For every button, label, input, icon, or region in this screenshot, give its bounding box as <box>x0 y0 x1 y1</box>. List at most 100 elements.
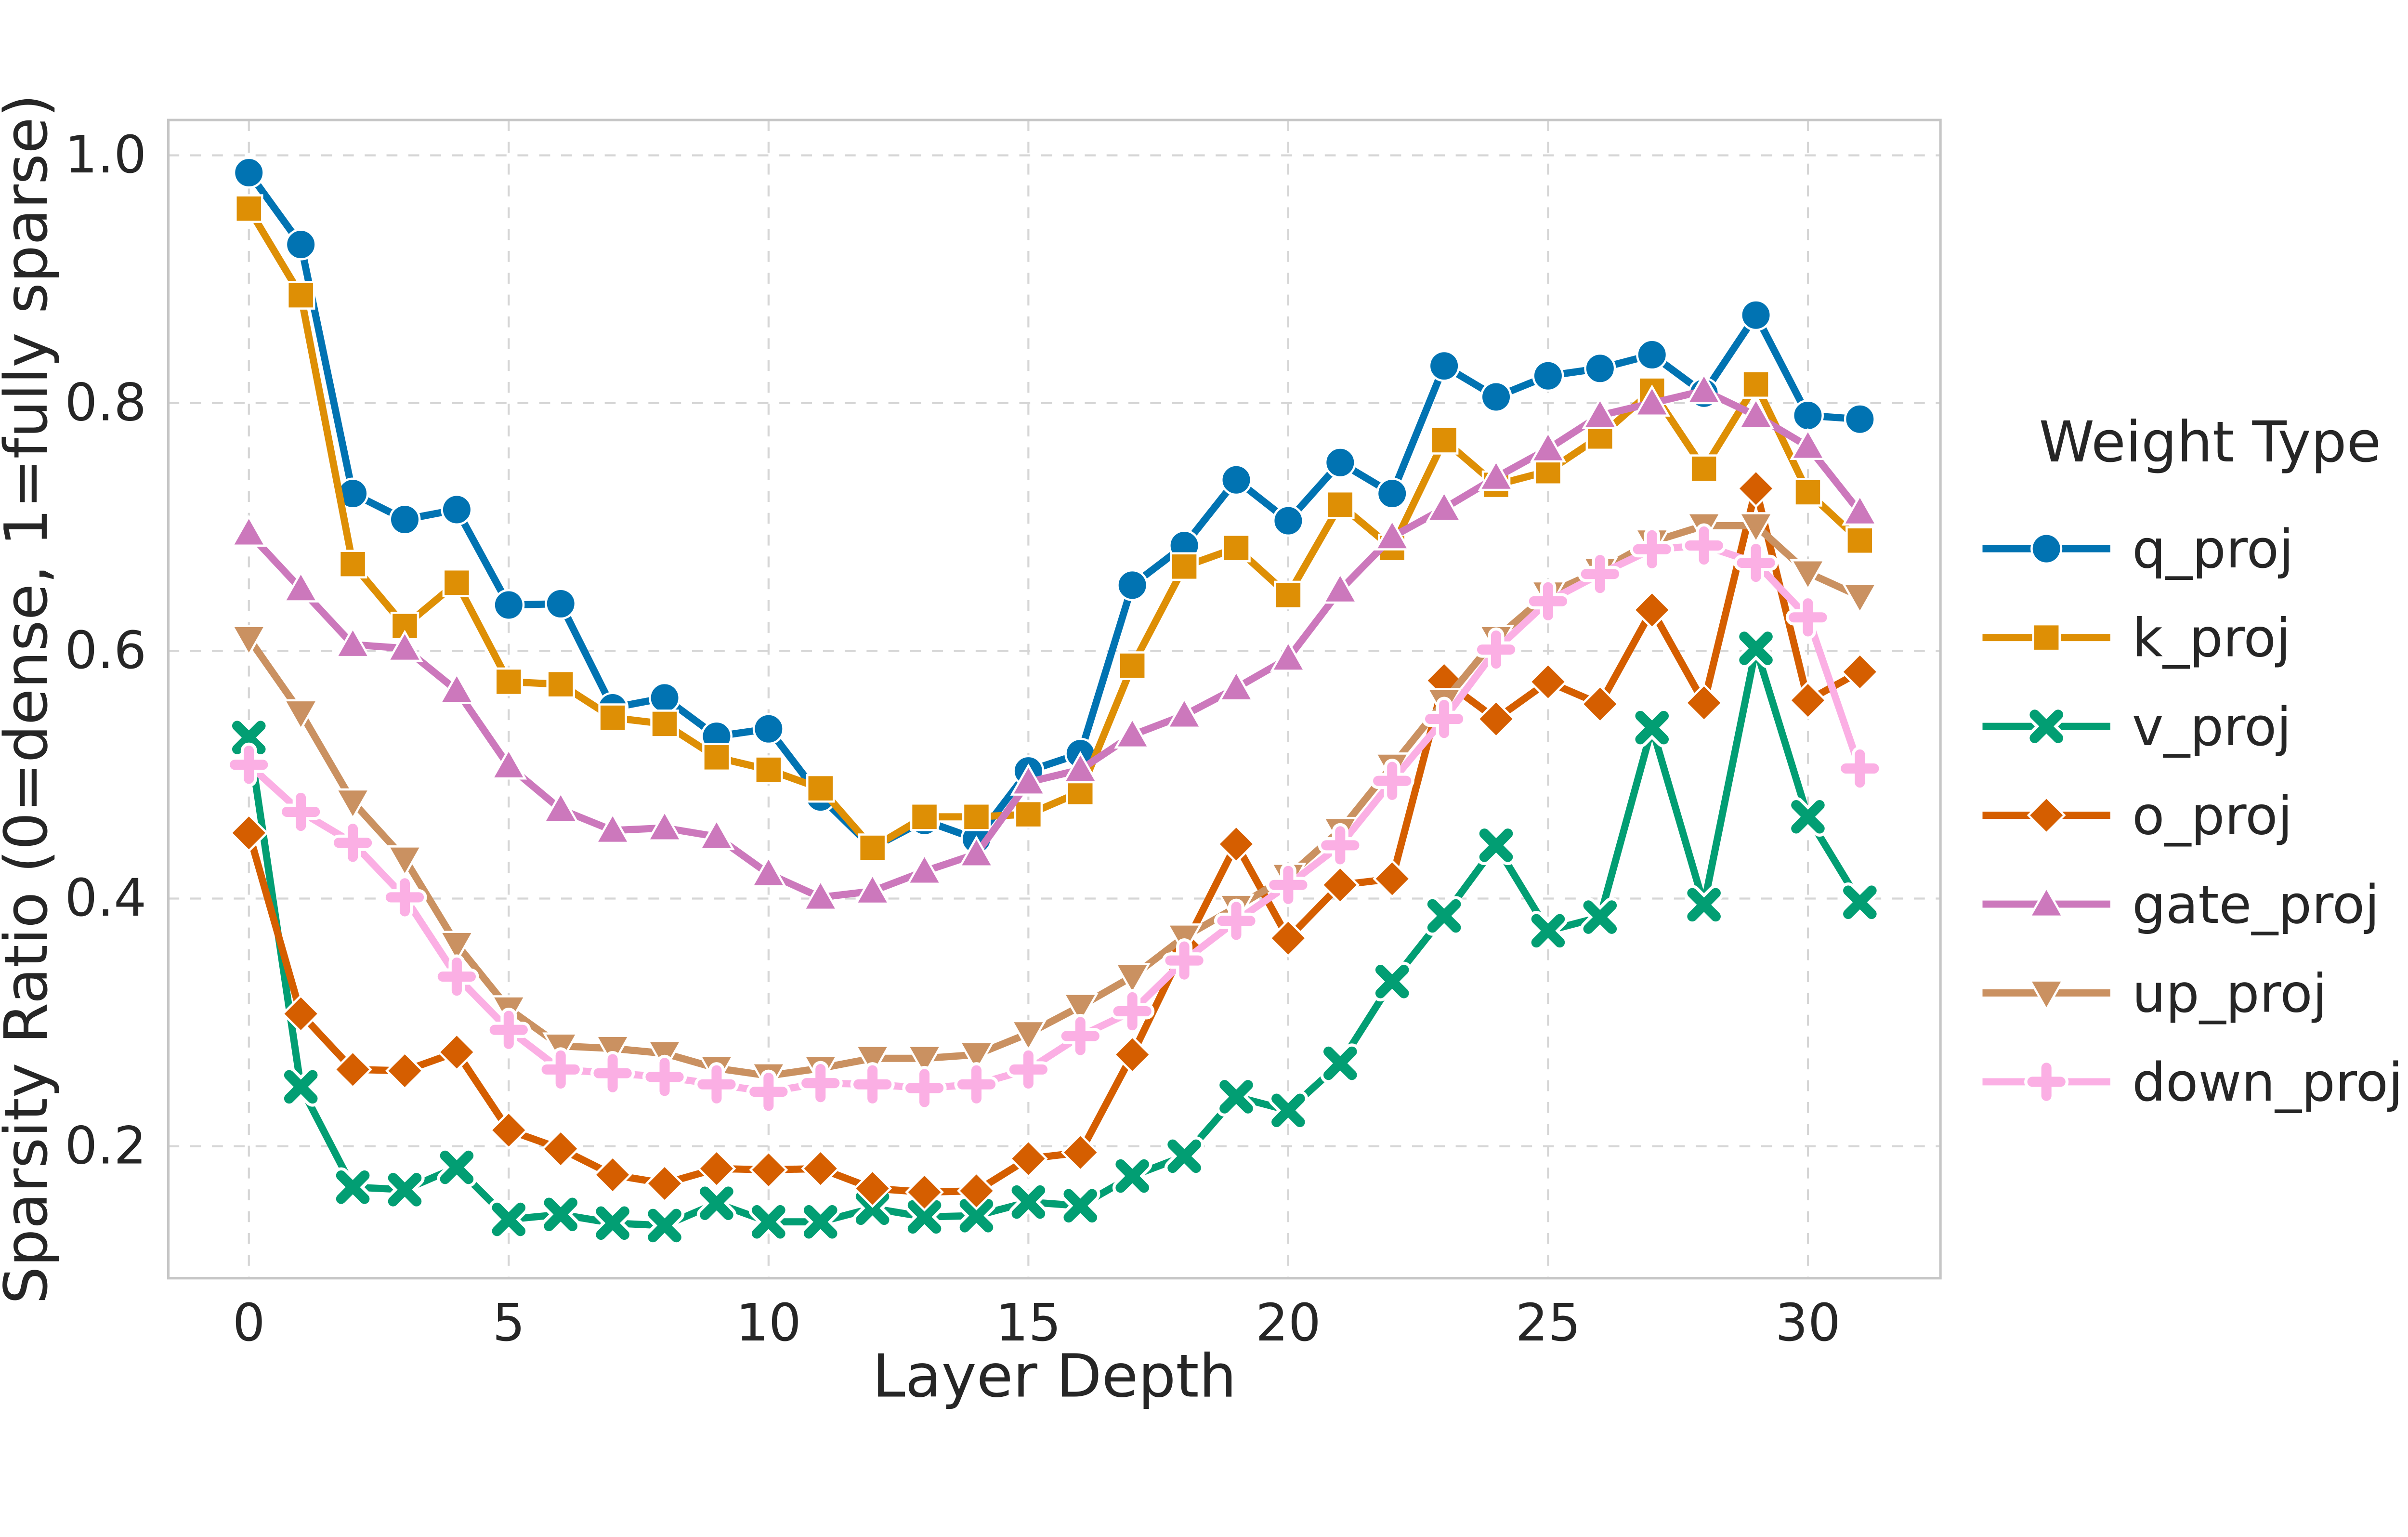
marker-x <box>1739 631 1773 665</box>
marker-circle <box>545 588 577 620</box>
marker-diamond <box>437 1032 476 1072</box>
marker-plus <box>1425 699 1464 738</box>
marker-circle <box>1844 403 1876 435</box>
marker-x <box>544 1197 577 1232</box>
marker-diamond <box>1321 865 1360 905</box>
marker-x <box>1167 1139 1201 1173</box>
marker-circle <box>1792 399 1824 432</box>
marker-x <box>596 1206 629 1240</box>
marker-diamond <box>1736 469 1776 508</box>
marker-circle <box>1428 350 1460 382</box>
marker-triangle-down <box>230 625 267 657</box>
marker-triangle-up <box>386 630 423 662</box>
marker-x <box>1271 1093 1305 1128</box>
marker-square <box>754 755 783 784</box>
marker-plus <box>1737 543 1775 582</box>
plot-frame <box>167 118 1942 1280</box>
marker-triangle-up <box>490 747 527 780</box>
marker-x <box>440 1150 474 1184</box>
marker-plus <box>1529 582 1568 620</box>
marker-triangle-up <box>2028 885 2065 918</box>
x-tick-label: 30 <box>1775 1293 1841 1353</box>
marker-diamond <box>2027 796 2066 835</box>
marker-plus <box>801 1064 840 1103</box>
marker-diamond <box>333 1050 373 1089</box>
marker-triangle-up <box>854 872 891 905</box>
marker-square <box>494 667 523 696</box>
marker-circle <box>1584 352 1616 384</box>
x-axis-label: Layer Depth <box>872 1342 1237 1411</box>
marker-square <box>338 550 367 578</box>
marker-square <box>1793 478 1822 507</box>
y-tick-label: 0.4 <box>65 868 146 928</box>
marker-circle <box>441 493 473 525</box>
marker-x <box>1583 900 1617 934</box>
marker-square <box>1741 370 1770 399</box>
marker-diamond <box>905 1172 944 1212</box>
marker-diamond <box>1788 681 1828 720</box>
marker-circle <box>389 503 421 536</box>
marker-x <box>648 1209 681 1243</box>
marker-diamond <box>541 1129 580 1169</box>
series-line-down_proj <box>245 542 1864 1096</box>
marker-plus <box>282 792 320 831</box>
marker-plus <box>593 1054 632 1092</box>
marker-x <box>388 1173 422 1207</box>
marker-triangle-down <box>1062 993 1099 1025</box>
marker-square <box>286 281 315 310</box>
marker-circle <box>493 589 525 621</box>
marker-triangle-up <box>1322 571 1359 604</box>
marker-x <box>1323 1046 1357 1080</box>
series-line-k_proj <box>245 205 1864 852</box>
marker-triangle-up <box>1114 716 1151 749</box>
marker-triangle-up <box>698 818 735 851</box>
marker-square <box>1845 526 1874 555</box>
marker-triangle-down <box>386 845 423 878</box>
marker-square <box>1222 533 1251 563</box>
marker-x <box>959 1199 994 1233</box>
marker-x <box>2029 709 2063 743</box>
marker-circle <box>1480 381 1512 413</box>
marker-square <box>910 802 939 831</box>
marker-triangle-up <box>1582 396 1619 429</box>
marker-plus <box>1061 1017 1099 1055</box>
marker-triangle-up <box>646 809 683 842</box>
marker-triangle-down <box>282 699 319 732</box>
marker-plus <box>1789 598 1827 637</box>
marker-triangle-up <box>750 855 787 888</box>
marker-square <box>1014 800 1043 829</box>
marker-square <box>1429 426 1459 455</box>
marker-x <box>336 1170 370 1204</box>
marker-diamond <box>801 1149 840 1188</box>
marker-plus <box>1165 941 1204 980</box>
marker-x <box>1843 885 1877 920</box>
marker-plus <box>853 1065 892 1103</box>
marker-triangle-up <box>1686 372 1723 405</box>
x-tick-label: 25 <box>1515 1293 1581 1353</box>
marker-triangle-up <box>230 514 267 547</box>
marker-x <box>855 1191 890 1225</box>
marker-diamond <box>229 813 269 853</box>
marker-plus <box>1477 630 1516 669</box>
legend-label-gate_proj: gate_proj <box>2132 874 2380 935</box>
marker-x <box>803 1205 838 1239</box>
legend-label-v_proj: v_proj <box>2132 696 2291 758</box>
marker-plus <box>333 824 372 862</box>
x-tick-label: 20 <box>1256 1293 1321 1353</box>
marker-square <box>962 802 991 831</box>
marker-circle <box>1272 505 1304 537</box>
marker-square <box>442 568 471 597</box>
marker-square <box>1170 552 1199 581</box>
marker-x <box>1011 1185 1046 1219</box>
marker-plus <box>749 1073 788 1111</box>
marker-diamond <box>645 1164 684 1203</box>
marker-triangle-up <box>542 790 579 823</box>
y-tick-label: 1.0 <box>65 125 146 185</box>
marker-plus <box>1633 530 1671 568</box>
chart-canvas: 0 5 10 15 20 25 30 0.2 0.4 0.6 0.8 1.0 Layer Depth Sp… <box>0 94 2403 1411</box>
marker-circle <box>752 713 785 745</box>
marker-plus <box>1841 749 1879 788</box>
marker-triangle-up <box>802 879 839 911</box>
marker-plus <box>1581 555 1619 593</box>
marker-square <box>1274 580 1303 610</box>
